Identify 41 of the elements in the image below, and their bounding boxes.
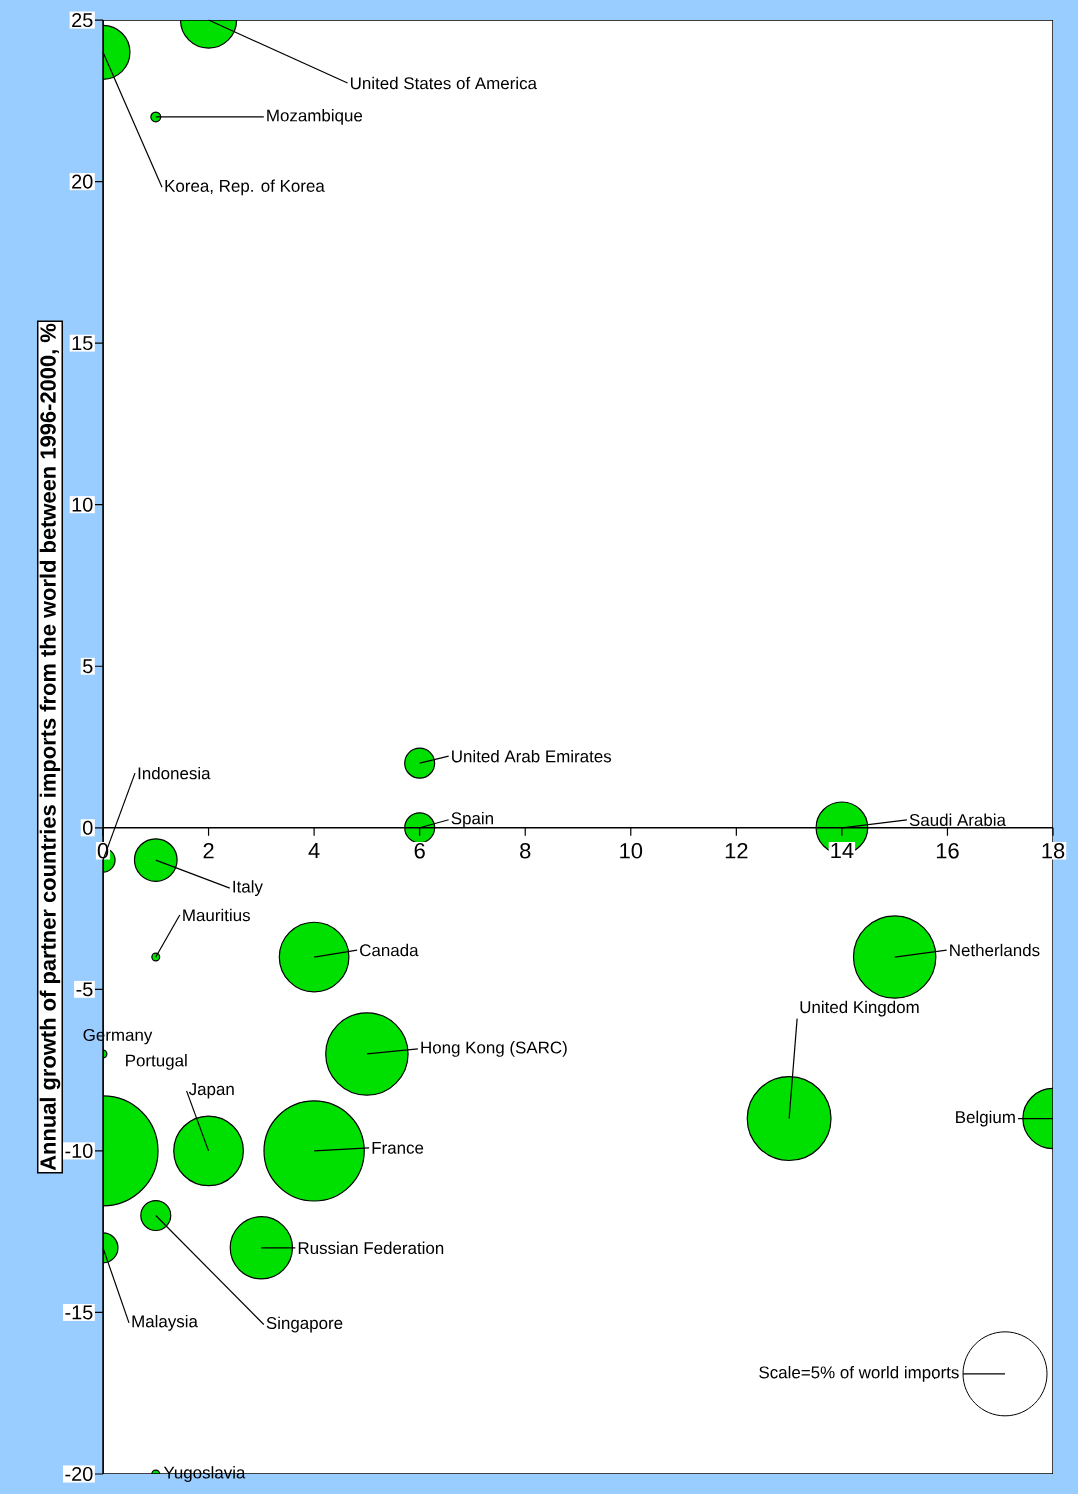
text: United Kingdom xyxy=(800,1000,919,1017)
text: Italy xyxy=(233,880,263,896)
text: Indonesia xyxy=(138,766,211,780)
x-tick-label: 18 xyxy=(1042,842,1065,859)
y-tick-label: 15 xyxy=(72,336,93,351)
text: Malaysia xyxy=(132,1314,198,1331)
x-tick-label: 16 xyxy=(936,842,959,859)
x-tick-label: 2 xyxy=(203,842,214,859)
y-tick-label: 10 xyxy=(72,497,93,512)
y-tick-label: -10 xyxy=(65,1143,93,1158)
legend-label: Russian Federation xyxy=(298,1241,444,1255)
y-tick-label: -20 xyxy=(65,1466,93,1482)
series-label: Portugal xyxy=(126,1054,187,1070)
text: Mauritius xyxy=(183,908,250,922)
text: Korea, Rep. of Korea xyxy=(165,179,325,196)
legend-label: Spain xyxy=(451,811,493,828)
y-tick-label: 5 xyxy=(83,659,93,674)
text: Mozambique xyxy=(267,109,363,125)
legend-label: Canada xyxy=(360,943,419,957)
legend-label: Hong Kong (SARC) xyxy=(421,1041,567,1057)
y-tick-label: -15 xyxy=(65,1305,93,1320)
x-tick-label: 12 xyxy=(725,842,748,859)
y-tick-label: 25 xyxy=(72,12,93,28)
series-label: Japan xyxy=(188,1083,234,1099)
x-tick-label: 8 xyxy=(520,842,531,859)
x-tick-label: 10 xyxy=(620,842,643,859)
y-tick-label: -5 xyxy=(76,982,93,997)
text: Singapore xyxy=(266,1316,343,1333)
y-tick-label: 20 xyxy=(72,174,93,189)
y-tick-label: 0 xyxy=(83,820,93,835)
legend-label: United Arab Emirates xyxy=(452,749,612,763)
series-label: Belgium xyxy=(956,1110,1015,1127)
legend-label: Saudi Arabia xyxy=(909,813,1006,827)
y-axis-title: Annual growth of partner countries imports from the world between 1996-2000, % xyxy=(39,323,61,1171)
legend-label: France xyxy=(372,1141,424,1154)
x-tick-label: 6 xyxy=(414,842,425,859)
legend-label: Netherlands xyxy=(950,943,1040,957)
x-tick-label: 14 xyxy=(831,842,854,859)
x-tick-label: 4 xyxy=(308,842,320,859)
text: United States of America xyxy=(350,76,537,90)
annotation: Scale=5% of world imports xyxy=(759,1365,959,1382)
